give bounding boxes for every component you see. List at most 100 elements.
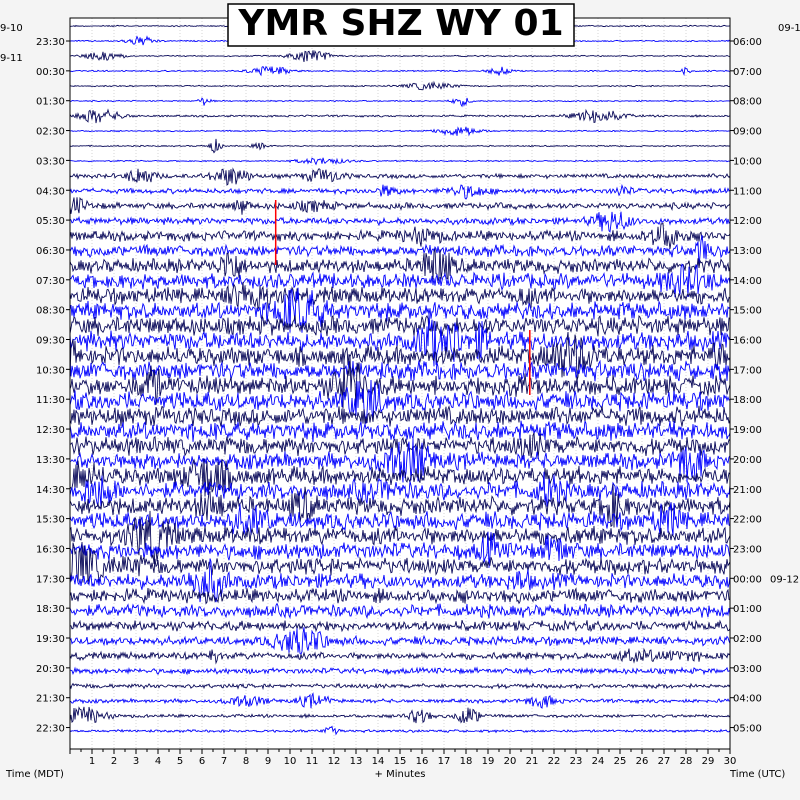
left-time-label: 13:30 bbox=[36, 455, 65, 466]
trace-row bbox=[69, 558, 731, 603]
x-tick-label: 30 bbox=[724, 756, 737, 767]
right-time-label: 13:00 bbox=[733, 246, 762, 257]
right-time-label: 10:00 bbox=[733, 156, 762, 167]
trace-row bbox=[69, 197, 731, 215]
x-tick-label: 26 bbox=[636, 756, 649, 767]
trace-row bbox=[69, 602, 731, 620]
x-tick-label: 7 bbox=[221, 756, 227, 767]
trace-row bbox=[69, 692, 731, 709]
trace-row bbox=[69, 379, 731, 424]
trace-row bbox=[69, 167, 731, 186]
x-tick-label: 23 bbox=[570, 756, 583, 767]
trace-row bbox=[69, 510, 731, 565]
trace-row bbox=[69, 138, 731, 154]
left-time-label: 04:30 bbox=[36, 186, 65, 197]
trace-row bbox=[69, 314, 731, 337]
x-tick-label: 1 bbox=[89, 756, 95, 767]
right-time-label: 08:00 bbox=[733, 97, 762, 108]
x-tick-label: 13 bbox=[350, 756, 363, 767]
left-time-label: 14:30 bbox=[36, 485, 65, 496]
right-time-label: 15:00 bbox=[733, 306, 762, 317]
left-time-label: 09:30 bbox=[36, 336, 65, 347]
trace-row bbox=[69, 355, 731, 410]
x-tick-label: 20 bbox=[504, 756, 517, 767]
left-time-label: 12:30 bbox=[36, 425, 65, 436]
x-tick-label: 21 bbox=[526, 756, 539, 767]
x-tick-label: 6 bbox=[199, 756, 205, 767]
right-time-labels: 06:00 07:00 08:00 09:00 10:00 11:00 12:00 13:00… bbox=[730, 37, 799, 735]
right-time-label: 21:00 bbox=[733, 485, 762, 496]
trace-row bbox=[69, 359, 731, 382]
right-date-top: 09-1 bbox=[778, 23, 800, 34]
trace-row bbox=[69, 80, 731, 91]
trace-row bbox=[69, 126, 731, 137]
trace-row bbox=[69, 157, 731, 166]
left-time-label: 01:30 bbox=[36, 97, 65, 108]
right-axis-label: Time (UTC) bbox=[729, 769, 785, 780]
x-tick-label: 27 bbox=[658, 756, 671, 767]
x-tick-label: 9 bbox=[265, 756, 271, 767]
trace-row bbox=[69, 706, 731, 724]
x-tick-label: 17 bbox=[438, 756, 451, 767]
left-date-top: 9-10 bbox=[0, 23, 23, 34]
left-axis-label: Time (MDT) bbox=[5, 769, 64, 780]
trace-row bbox=[70, 50, 731, 62]
trace-row bbox=[69, 647, 731, 665]
x-tick-label: 28 bbox=[680, 756, 693, 767]
x-axis-ticks: 1 2 3 4 5 6 7 8 9 10 11 12 13 14 15 16 17 18 19 20 21 22 23 24 2… bbox=[69, 749, 737, 767]
trace-row bbox=[69, 458, 731, 497]
x-tick-label: 24 bbox=[592, 756, 605, 767]
trace-row bbox=[69, 248, 731, 284]
right-time-label: 20:00 bbox=[733, 455, 762, 466]
right-time-label: 00:00 bbox=[733, 574, 762, 585]
right-time-label: 07:00 bbox=[733, 67, 762, 78]
right-time-label: 14:00 bbox=[733, 276, 762, 287]
trace-row bbox=[69, 263, 731, 298]
left-time-label: 20:30 bbox=[36, 664, 65, 675]
right-time-label: 03:00 bbox=[733, 664, 762, 675]
trace-row bbox=[69, 281, 731, 311]
right-time-label: 18:00 bbox=[733, 395, 762, 406]
right-date-second: 09-12 bbox=[770, 574, 799, 585]
right-time-label: 19:00 bbox=[733, 425, 762, 436]
left-time-label: 17:30 bbox=[36, 574, 65, 585]
left-time-label: 06:30 bbox=[36, 246, 65, 257]
trace-row bbox=[69, 420, 731, 443]
trace-row bbox=[69, 587, 731, 605]
x-tick-label: 3 bbox=[133, 756, 139, 767]
trace-row bbox=[69, 108, 731, 124]
left-date-second: 9-11 bbox=[0, 53, 23, 64]
trace-row bbox=[69, 287, 731, 333]
trace-row bbox=[69, 725, 731, 736]
trace-row bbox=[69, 234, 731, 267]
x-tick-label: 29 bbox=[702, 756, 715, 767]
trace-row bbox=[69, 331, 731, 381]
x-tick-label: 11 bbox=[306, 756, 319, 767]
right-time-label: 17:00 bbox=[733, 365, 762, 376]
right-time-label: 11:00 bbox=[733, 186, 762, 197]
x-tick-label: 25 bbox=[614, 756, 627, 767]
x-axis-label: + Minutes bbox=[375, 769, 426, 780]
left-time-label: 16:30 bbox=[36, 544, 65, 555]
right-time-label: 16:00 bbox=[733, 336, 762, 347]
x-tick-label: 15 bbox=[394, 756, 407, 767]
right-time-label: 09:00 bbox=[733, 127, 762, 138]
trace-row bbox=[69, 531, 731, 568]
left-time-label: 15:30 bbox=[36, 515, 65, 526]
clipped-events bbox=[274, 200, 531, 395]
trace-row bbox=[69, 541, 731, 585]
chart-title: YMR SHZ WY 01 bbox=[237, 3, 563, 44]
trace-row bbox=[69, 405, 731, 427]
trace-row bbox=[69, 666, 731, 676]
trace-row bbox=[69, 619, 731, 633]
trace-row bbox=[69, 627, 731, 655]
right-time-label: 22:00 bbox=[733, 515, 762, 526]
left-time-label: 05:30 bbox=[36, 216, 65, 227]
right-time-label: 04:00 bbox=[733, 694, 762, 705]
x-tick-label: 19 bbox=[482, 756, 495, 767]
trace-row bbox=[69, 484, 731, 528]
right-time-label: 23:00 bbox=[733, 544, 762, 555]
left-time-label: 07:30 bbox=[36, 276, 65, 287]
x-tick-label: 22 bbox=[548, 756, 561, 767]
